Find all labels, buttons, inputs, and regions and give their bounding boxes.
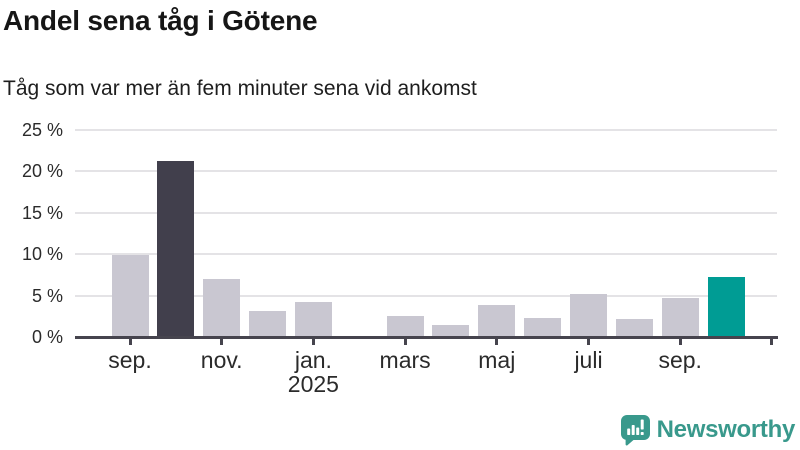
x-axis-line <box>75 336 778 339</box>
bar-okt-2025 <box>707 276 745 337</box>
bar-maj-2025 <box>478 304 516 337</box>
x-tick <box>770 338 774 345</box>
newsworthy-logo-text: Newsworthy <box>656 416 796 443</box>
x-tick <box>403 338 407 345</box>
x-tick <box>495 338 499 345</box>
newsworthy-logo[interactable]: Newsworthy <box>620 414 796 446</box>
plot-area <box>75 129 777 337</box>
y-tick-label-25: 25 % <box>21 120 63 140</box>
chart-title: Andel sena tåg i Götene <box>3 5 318 36</box>
bar-jan-2025 <box>294 302 332 337</box>
gridline-20 <box>75 170 777 173</box>
gridline-25 <box>75 129 777 131</box>
newsworthy-logo-icon <box>620 414 650 445</box>
bar-juli-2025 <box>570 293 607 337</box>
x-tick-label-mars: mars <box>379 347 431 373</box>
bar-okt-2024 <box>157 161 195 337</box>
y-tick-label-5: 5 % <box>31 285 63 306</box>
x-tick <box>311 338 315 345</box>
x-tick-label-nov: nov. <box>200 347 243 373</box>
y-tick-label-10: 10 % <box>21 244 63 265</box>
bar-sep-2025 <box>661 298 699 337</box>
bar-apr-2025 <box>432 325 470 337</box>
x-tick <box>678 338 682 345</box>
bar-nov-2024 <box>203 279 241 337</box>
y-tick-label-20: 20 % <box>21 161 63 182</box>
x-tick-label-sep: sep. <box>108 347 152 373</box>
bar-dec-2024 <box>249 311 287 337</box>
y-tick-label-0: 0 % <box>31 327 63 347</box>
x-tick-label-sep: sep. <box>658 347 702 373</box>
x-tick-label-jan: jan. <box>294 347 332 373</box>
x-tick-sublabel-2025: 2025 <box>287 371 339 397</box>
bar-aug-2025 <box>615 318 653 337</box>
x-tick-label-juli: juli <box>574 347 603 373</box>
gridline-5 <box>75 294 777 297</box>
bar-juni-2025 <box>524 317 562 337</box>
bar-sep-2024 <box>111 255 149 337</box>
gridline-10 <box>75 253 777 256</box>
x-tick-label-maj: maj <box>478 347 516 373</box>
x-tick <box>220 338 224 345</box>
x-tick <box>128 338 132 345</box>
gridline-15 <box>75 211 777 214</box>
chart-subtitle: Tåg som var mer än fem minuter sena vid … <box>3 77 477 100</box>
x-tick <box>587 338 590 345</box>
y-tick-label-15: 15 % <box>21 202 63 223</box>
bar-mars-2025 <box>386 316 424 337</box>
